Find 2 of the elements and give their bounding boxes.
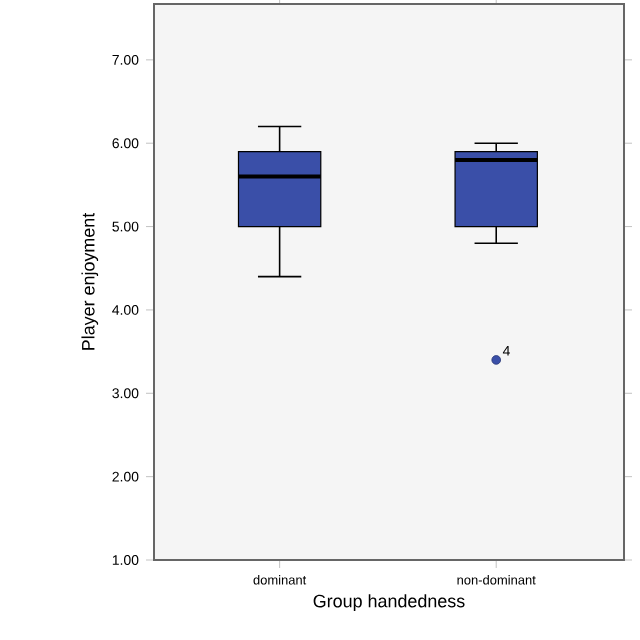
x-axis-title: Group handedness: [313, 594, 465, 611]
y-axis-title: Player enjoyment: [81, 212, 99, 350]
